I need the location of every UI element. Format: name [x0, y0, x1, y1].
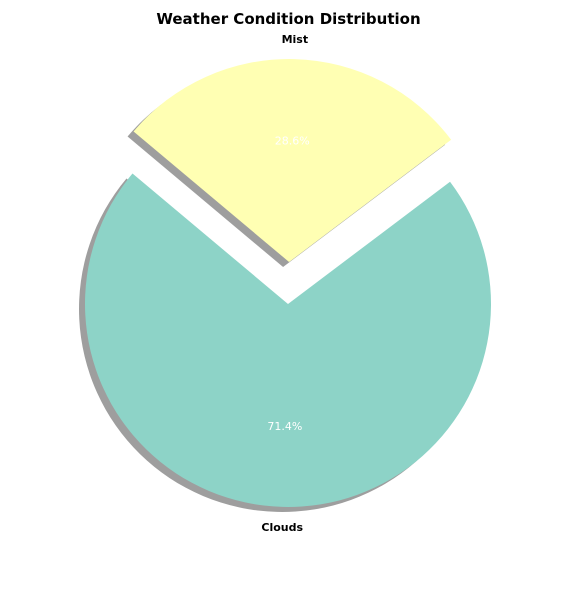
pie-slice-mist [133, 59, 452, 263]
slice-layer [85, 59, 492, 508]
slice-label-mist: Mist [282, 33, 309, 46]
chart-title: Weather Condition Distribution [156, 10, 421, 28]
label-layer: Clouds 71.4% Mist 28.6% [261, 33, 309, 534]
pct-label-clouds: 71.4% [267, 420, 302, 433]
slice-label-clouds: Clouds [261, 521, 303, 534]
pie-slice-clouds [85, 173, 492, 508]
pct-label-mist: 28.6% [275, 134, 310, 147]
